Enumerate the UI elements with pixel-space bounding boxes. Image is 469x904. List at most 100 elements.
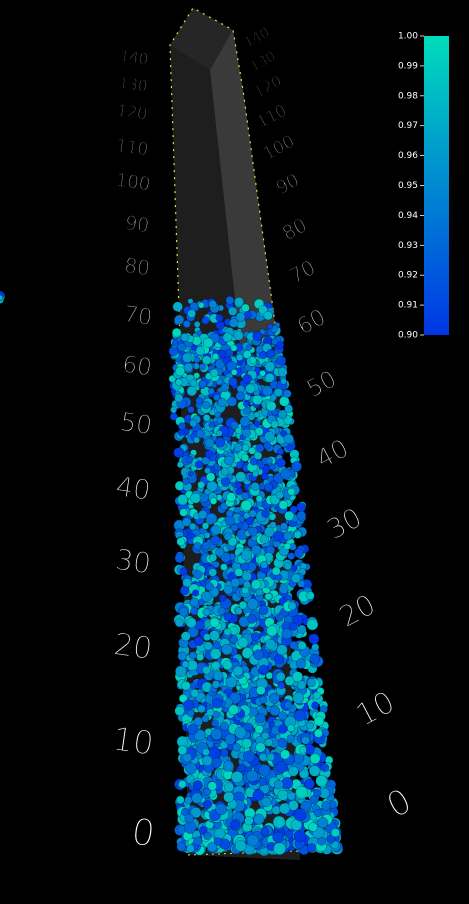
particle: [180, 631, 191, 642]
particle: [259, 664, 269, 674]
particle: [274, 654, 285, 665]
particle: [245, 344, 253, 351]
particle: [230, 577, 241, 588]
particle: [277, 367, 288, 378]
particle: [241, 738, 252, 749]
particle: [208, 553, 218, 562]
particle: [229, 635, 238, 644]
particle: [193, 321, 201, 328]
particle: [233, 330, 244, 341]
particle: [259, 369, 266, 377]
particle: [292, 671, 303, 683]
particle: [317, 817, 329, 829]
particle: [195, 460, 203, 469]
particle: [190, 607, 199, 616]
particle: [248, 526, 258, 537]
particle: [174, 618, 184, 628]
particle: [255, 588, 264, 596]
particle: [308, 633, 320, 645]
particle: [226, 492, 237, 502]
particle: [299, 745, 307, 754]
particle: [209, 497, 218, 505]
particle: [228, 704, 239, 716]
particle: [271, 338, 278, 346]
particle: [285, 830, 294, 839]
particle: [202, 337, 214, 348]
particle: [306, 843, 317, 853]
particle: [207, 781, 217, 791]
particle: [276, 644, 288, 656]
particle: [179, 567, 188, 576]
particle: [186, 385, 198, 397]
particle: [225, 676, 238, 689]
particle: [235, 487, 243, 496]
particle: [193, 569, 203, 580]
particle: [273, 842, 286, 856]
particle: [202, 666, 211, 675]
particle: [225, 509, 234, 518]
particle: [309, 753, 321, 765]
particle: [213, 394, 221, 402]
colorbar-tick-label: 0.91: [398, 301, 418, 311]
particle: [202, 787, 212, 796]
particle: [252, 789, 265, 801]
particle: [286, 734, 296, 743]
particle: [292, 692, 305, 704]
particle: [199, 493, 209, 503]
particle: [287, 791, 296, 801]
particle: [275, 671, 286, 682]
colorbar-tick-label: 1.00: [398, 32, 418, 42]
particle: [259, 351, 268, 360]
particle: [289, 640, 299, 650]
particle: [297, 641, 307, 651]
particle: [198, 302, 205, 309]
particle: [185, 762, 197, 775]
particle: [208, 568, 217, 577]
particle: [182, 477, 190, 485]
particle: [182, 752, 192, 763]
particle: [185, 617, 197, 629]
particle: [277, 737, 288, 748]
particle: [264, 431, 276, 443]
particle: [187, 470, 195, 478]
particle: [206, 472, 216, 482]
particle: [241, 303, 250, 313]
particle: [261, 472, 269, 481]
particle: [176, 842, 186, 852]
particle: [182, 352, 193, 364]
particle: [177, 429, 185, 436]
particle: [210, 524, 222, 536]
colorbar-tick-label: 0.93: [398, 241, 418, 251]
particle: [273, 387, 283, 397]
particle: [281, 628, 293, 640]
particle: [183, 821, 197, 834]
particle: [204, 450, 214, 459]
particle: [266, 752, 275, 762]
colorbar-bar: [424, 36, 449, 335]
particle: [260, 827, 270, 836]
particle: [215, 803, 228, 816]
colorbar-tick-label: 0.90: [398, 331, 418, 341]
particle: [240, 499, 252, 512]
particle: [199, 379, 207, 388]
particle: [201, 316, 210, 325]
particle: [241, 647, 254, 659]
particle: [309, 653, 321, 665]
particle: [222, 760, 235, 772]
colorbar-tick-label: 0.99: [398, 61, 418, 71]
particle: [284, 700, 293, 709]
particle: [228, 377, 238, 387]
particle: [228, 306, 238, 316]
particle: [175, 366, 186, 377]
particle: [280, 749, 291, 760]
particle: [229, 318, 239, 328]
particle: [219, 740, 229, 750]
particle: [269, 705, 281, 717]
particle: [209, 368, 219, 378]
particle: [234, 567, 244, 577]
particle: [283, 562, 292, 571]
particle: [170, 406, 178, 414]
particle: [210, 535, 221, 546]
particle: [293, 709, 306, 722]
particle: [203, 531, 211, 539]
